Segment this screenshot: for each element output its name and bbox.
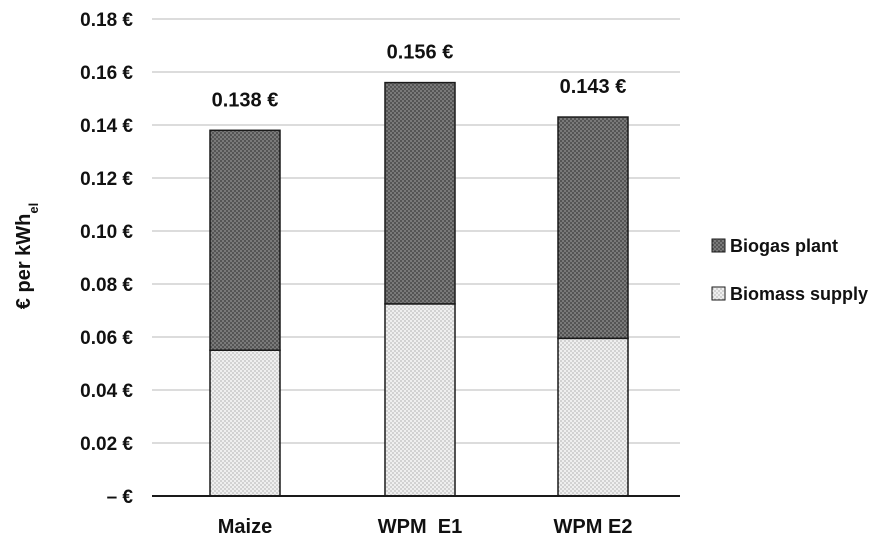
legend: Biogas plant Biomass supply [711,236,868,304]
y-tick-label: – € [107,487,134,508]
bar-segment-biogas-plant [557,116,629,340]
bar-segment-biomass-supply [384,303,456,497]
x-axis-category-labels: Maize WPM E1 WPM E2 [218,516,633,538]
x-category-label: WPM E2 [554,516,633,538]
y-tick-label: 0.02 € [80,434,133,455]
bar-segment-biogas-plant [209,129,281,351]
bar-total-label: 0.156 € [387,42,454,64]
legend-label: Biogas plant [730,236,838,256]
y-tick-label: 0.16 € [80,63,133,84]
y-tick-label: 0.12 € [80,169,133,190]
y-tick-label: 0.08 € [80,275,133,296]
legend-label: Biomass supply [730,284,868,304]
bar-segment-biomass-supply [209,349,281,497]
x-category-label: WPM E1 [378,516,462,538]
bar-total-labels: 0.138 € 0.156 € 0.143 € [212,42,627,112]
bars [209,81,629,497]
legend-swatch-biogas-plant [711,238,726,253]
x-category-label: Maize [218,516,272,538]
bar-segment-biomass-supply [557,337,629,497]
bar-total-label: 0.143 € [560,76,627,98]
y-tick-label: 0.04 € [80,381,133,402]
y-axis-title: € per kWhel [13,203,41,309]
y-tick-label: 0.18 € [80,10,133,31]
y-axis-title-main: € per kWh [13,214,35,310]
bar-total-label: 0.138 € [212,89,279,111]
y-axis-title-subscript: el [26,203,41,214]
bar-segment-biogas-plant [384,81,456,305]
y-tick-label: 0.14 € [80,116,133,137]
y-tick-label: 0.10 € [80,222,133,243]
y-tick-label: 0.06 € [80,328,133,349]
y-axis-tick-labels: – € 0.02 € 0.04 € 0.06 € 0.08 € 0.10 € 0.12 € 0… [80,10,133,508]
legend-swatch-biomass-supply [711,286,726,301]
